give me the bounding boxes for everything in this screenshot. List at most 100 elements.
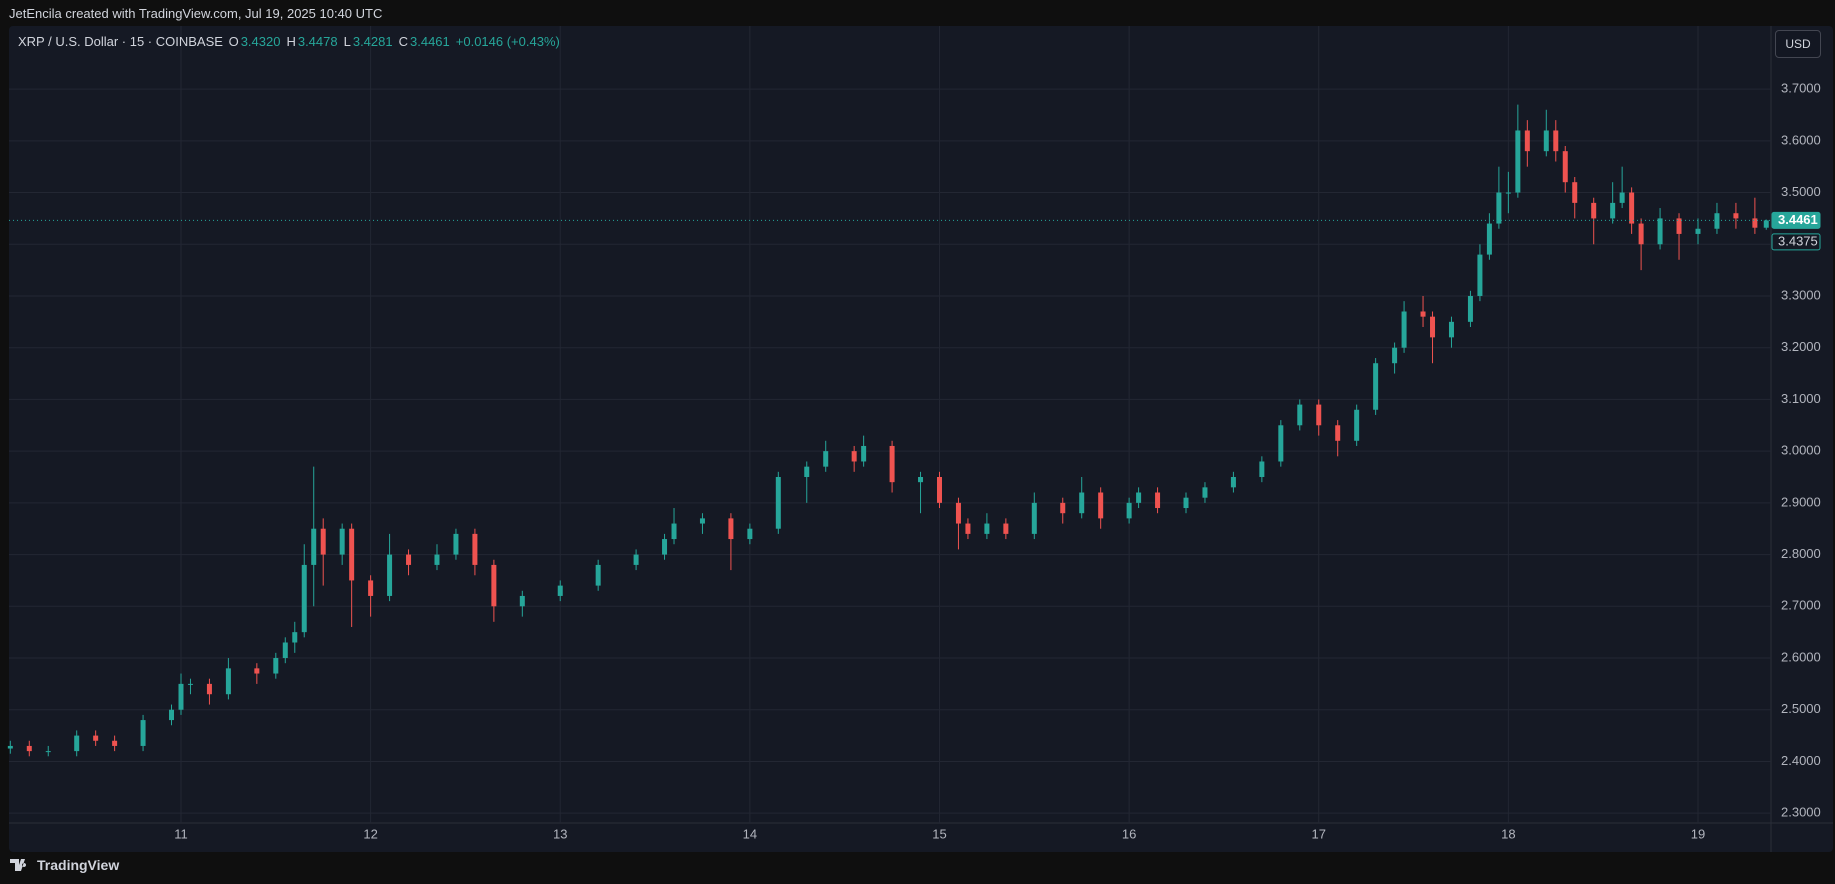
candle-body (662, 539, 668, 555)
candle-body (406, 554, 412, 565)
candle-body (775, 476, 781, 529)
y-tick-label: 3.6000 (1781, 132, 1821, 147)
candle-body (7, 745, 13, 749)
candle-body (282, 642, 288, 659)
candle-body (747, 528, 753, 540)
candle-body (918, 476, 924, 483)
candle-body (1553, 130, 1559, 152)
candle-body (851, 451, 857, 462)
currency-button[interactable]: USD (1775, 30, 1821, 58)
candle-body (1079, 492, 1085, 514)
candle-body (1155, 492, 1161, 509)
candle-body (1392, 347, 1398, 364)
candle-body (453, 533, 459, 555)
candle-body (225, 668, 231, 695)
candle-body (273, 658, 279, 674)
candle-body (320, 528, 326, 555)
candle-body (1619, 192, 1625, 203)
symbol-legend: XRP / U.S. Dollar · 15 · COINBASE O 3.432… (18, 34, 566, 49)
candle-body (804, 466, 810, 477)
candle-body (93, 735, 99, 741)
candle-body (1126, 502, 1132, 519)
candle-body (1763, 220, 1769, 228)
candle-body (1610, 202, 1616, 219)
x-tick-label: 15 (932, 826, 946, 841)
candle-body (1354, 409, 1360, 441)
y-tick-label: 2.4000 (1781, 753, 1821, 768)
candle-body (1714, 213, 1720, 229)
candle-body (699, 518, 705, 524)
y-tick-label: 3.3000 (1781, 287, 1821, 302)
candle-body (1401, 311, 1407, 348)
candle-body (349, 528, 355, 581)
candle-body (861, 445, 867, 462)
y-tick-label: 2.9000 (1781, 494, 1821, 509)
candle-body (26, 745, 32, 752)
candle-body (1420, 311, 1426, 317)
candle-body (387, 554, 393, 596)
x-tick-label: 13 (553, 826, 567, 841)
candle-body (965, 523, 971, 534)
candle-body (45, 751, 51, 753)
candle-body (187, 683, 193, 685)
x-tick-label: 14 (743, 826, 757, 841)
y-tick-label: 2.5000 (1781, 701, 1821, 716)
candle-body (1448, 321, 1454, 338)
candle-body (254, 668, 260, 674)
candle-body (1335, 425, 1341, 441)
candle-body (472, 533, 478, 565)
ohlc-key: O (228, 34, 239, 49)
x-tick-label: 19 (1691, 826, 1705, 841)
y-tick-label: 2.7000 (1781, 598, 1821, 613)
candle-body (1373, 363, 1379, 410)
candle-body (1297, 404, 1303, 426)
candle-body (1259, 461, 1265, 477)
ohlc-key: C (398, 34, 408, 49)
ohlc-value: 3.4281 (352, 34, 393, 49)
candle-body (984, 523, 990, 534)
candle-body (1638, 223, 1644, 245)
symbol-name: XRP / U.S. Dollar · 15 · COINBASE (18, 34, 223, 49)
ohlc-value: 3.4461 (410, 34, 450, 49)
x-tick-label: 17 (1312, 826, 1326, 841)
candle-body (112, 740, 118, 746)
x-tick-label: 11 (174, 826, 188, 841)
y-tick-label: 3.7000 (1781, 81, 1821, 96)
brand-name: TradingView (37, 857, 120, 873)
brand-logo (10, 859, 27, 871)
candle-body (1486, 223, 1492, 255)
x-tick-label: 12 (363, 826, 377, 841)
candle-body (1467, 295, 1473, 322)
candle-body (889, 445, 895, 483)
candle-body (178, 683, 184, 710)
ohlc-value: 3.4478 (297, 34, 338, 49)
candle-body (1183, 497, 1189, 509)
y-tick-label: 3.2000 (1781, 339, 1821, 354)
x-tick-label: 18 (1501, 826, 1515, 841)
candle-body (1477, 254, 1483, 296)
candle-body (1060, 502, 1066, 514)
candle-body (1562, 151, 1568, 183)
candle-body (1524, 130, 1530, 152)
candle-body (1505, 192, 1511, 194)
candle-body (1695, 228, 1701, 234)
y-tick-label: 3.0000 (1781, 443, 1821, 458)
candle-body (1430, 316, 1436, 338)
candle-body (368, 580, 374, 596)
candle-body (1657, 218, 1663, 245)
candle-body (519, 595, 525, 607)
candle-body (1003, 523, 1009, 534)
ohlc-value: 3.4320 (240, 34, 281, 49)
candle-body (339, 528, 345, 555)
candle-body (1496, 192, 1502, 224)
chart-pane (9, 26, 1833, 852)
candle-body (292, 632, 298, 643)
ohlc-key: L (343, 34, 351, 49)
y-tick-label: 2.3000 (1781, 805, 1821, 820)
candle-body (1278, 425, 1284, 462)
candle-body (671, 523, 677, 540)
candle-body (1543, 130, 1549, 152)
attribution: JetEncila created with TradingView.com, … (9, 6, 383, 21)
